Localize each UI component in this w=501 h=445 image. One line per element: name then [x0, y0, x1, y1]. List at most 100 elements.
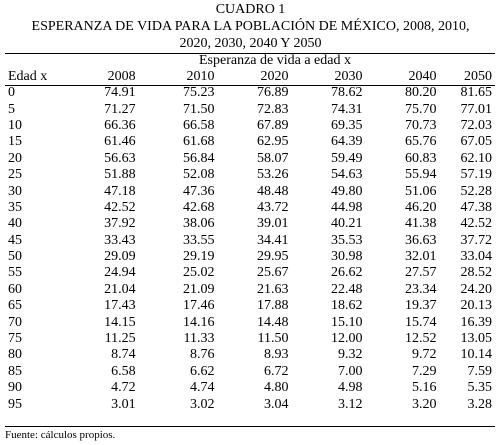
column-header-age: Edad x: [8, 68, 48, 84]
value-cell: 17.88: [257, 298, 289, 314]
header-rule: [5, 85, 495, 86]
age-cell: 55: [8, 265, 22, 281]
age-cell: 60: [8, 281, 22, 297]
value-cell: 4.74: [190, 380, 215, 396]
value-cell: 67.89: [257, 117, 289, 133]
value-cell: 25.02: [183, 265, 215, 281]
value-cell: 78.62: [331, 85, 363, 101]
value-cell: 18.62: [331, 298, 363, 314]
value-cell: 21.09: [183, 281, 215, 297]
value-cell: 62.95: [257, 134, 289, 150]
table-row: 0 74.91 75.23 76.89 78.62 80.20 81.65: [5, 85, 495, 101]
value-cell: 10.14: [460, 347, 493, 363]
value-cell: 6.62: [190, 363, 215, 379]
age-cell: 40: [8, 216, 22, 232]
bottom-rule: [5, 426, 495, 427]
value-cell: 11.50: [257, 331, 289, 347]
value-cell: 33.04: [460, 249, 493, 265]
value-cell: 23.34: [405, 281, 437, 297]
column-header-year: 2050: [464, 68, 492, 84]
value-cell: 74.91: [104, 85, 136, 101]
value-cell: 8.76: [190, 347, 215, 363]
value-cell: 5.35: [467, 380, 493, 396]
value-cell: 49.80: [331, 183, 363, 199]
table-caption-line-1: ESPERANZA DE VIDA PARA LA POBLACIÓN DE M…: [31, 19, 470, 34]
value-cell: 72.03: [460, 117, 493, 133]
value-cell: 51.88: [104, 167, 136, 183]
value-cell: 7.29: [412, 363, 437, 379]
age-cell: 75: [8, 331, 22, 347]
table-row: 75 11.25 11.33 11.50 12.00 12.52 13.05: [5, 331, 495, 347]
value-cell: 48.48: [257, 183, 289, 199]
table-row: 70 14.15 14.16 14.48 15.10 15.74 16.39: [5, 314, 495, 330]
value-cell: 51.06: [405, 183, 437, 199]
value-cell: 21.04: [104, 281, 136, 297]
value-cell: 59.49: [331, 150, 363, 166]
value-cell: 71.27: [104, 101, 136, 117]
table-row: 25 51.88 52.08 53.26 54.63 55.94 57.19: [5, 167, 495, 183]
value-cell: 41.38: [405, 216, 437, 232]
value-cell: 65.76: [405, 134, 437, 150]
value-cell: 4.80: [264, 380, 289, 396]
age-cell: 30: [8, 183, 22, 199]
table-row: 80 8.74 8.76 8.93 9.32 9.72 10.14: [5, 347, 495, 363]
table-number: CUADRO 1: [215, 2, 286, 17]
value-cell: 72.83: [257, 101, 289, 117]
value-cell: 61.46: [104, 134, 136, 150]
value-cell: 34.41: [257, 232, 289, 248]
age-cell: 0: [8, 85, 15, 101]
table-row: 30 47.18 47.36 48.48 49.80 51.06 52.28: [5, 183, 495, 199]
value-cell: 11.25: [104, 331, 136, 347]
column-header-year: 2008: [107, 68, 136, 84]
value-cell: 35.53: [331, 232, 363, 248]
value-cell: 33.55: [183, 232, 215, 248]
column-header-year: 2030: [334, 68, 363, 84]
value-cell: 6.58: [111, 363, 136, 379]
value-cell: 32.01: [405, 249, 437, 265]
table-row: 55 24.94 25.02 25.67 26.62 27.57 28.52: [5, 265, 495, 281]
value-cell: 28.52: [460, 265, 493, 281]
age-cell: 90: [8, 380, 22, 396]
value-cell: 64.39: [331, 134, 363, 150]
value-cell: 7.00: [338, 363, 363, 379]
group-header: Esperanza de vida a edad x: [199, 53, 351, 68]
value-cell: 40.21: [331, 216, 363, 232]
value-cell: 62.10: [460, 150, 493, 166]
value-cell: 7.59: [467, 363, 493, 379]
value-cell: 8.93: [264, 347, 289, 363]
value-cell: 37.72: [460, 232, 493, 248]
age-cell: 50: [8, 249, 22, 265]
value-cell: 54.63: [331, 167, 363, 183]
value-cell: 15.10: [331, 314, 363, 330]
value-cell: 80.20: [405, 85, 437, 101]
value-cell: 4.98: [338, 380, 363, 396]
value-cell: 60.83: [405, 150, 437, 166]
value-cell: 38.06: [183, 216, 215, 232]
value-cell: 27.57: [405, 265, 437, 281]
value-cell: 13.05: [460, 331, 493, 347]
value-cell: 52.08: [183, 167, 215, 183]
age-cell: 45: [8, 232, 22, 248]
life-expectancy-table: Edad x 2008 2010 2020 2030 2040 2050 0 74.91 75.…: [5, 68, 495, 413]
table-body: 0 74.91 75.23 76.89 78.62 80.20 81.65 5 71.27 71.…: [5, 85, 495, 413]
value-cell: 22.48: [331, 281, 363, 297]
value-cell: 14.15: [104, 314, 136, 330]
age-cell: 5: [8, 101, 15, 117]
value-cell: 11.33: [183, 331, 215, 347]
value-cell: 61.68: [183, 134, 215, 150]
age-cell: 70: [8, 314, 22, 330]
table-row: 10 66.36 66.58 67.89 69.35 70.73 72.03: [5, 118, 495, 134]
value-cell: 17.43: [104, 298, 136, 314]
value-cell: 42.68: [183, 199, 215, 215]
value-cell: 39.01: [257, 216, 289, 232]
value-cell: 29.09: [104, 249, 136, 265]
value-cell: 76.89: [257, 85, 289, 101]
table-row: 85 6.58 6.62 6.72 7.00 7.29 7.59: [5, 364, 495, 380]
value-cell: 69.35: [331, 117, 363, 133]
table-row: 65 17.43 17.46 17.88 18.62 19.37 20.13: [5, 298, 495, 314]
value-cell: 3.20: [412, 396, 437, 412]
value-cell: 74.31: [331, 101, 363, 117]
value-cell: 57.19: [460, 167, 493, 183]
value-cell: 55.94: [405, 167, 437, 183]
table-caption-line-2: 2020, 2030, 2040 Y 2050: [179, 36, 322, 51]
